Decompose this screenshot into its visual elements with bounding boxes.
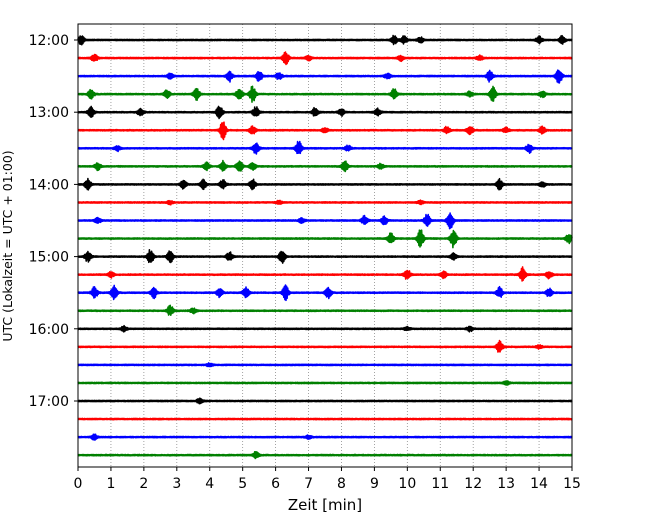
seismic-trace: [77, 380, 573, 386]
seismic-trace: [77, 177, 573, 191]
y-tick-label: 17:00: [29, 394, 69, 410]
seismic-trace: [77, 249, 573, 264]
x-tick-label: 13: [497, 476, 515, 492]
seismic-trace: [77, 304, 573, 316]
x-tick-label: 11: [431, 476, 449, 492]
seismic-trace: [77, 34, 573, 46]
seismic-trace: [77, 417, 573, 421]
seismic-trace: [77, 339, 573, 353]
seismic-trace: [77, 229, 573, 249]
y-axis-ticks: 12:00 13:00 14:00 15:00 16:00 17:00: [29, 33, 78, 410]
y-axis-label: UTC (Lokalzeit = UTC + 01:00): [0, 150, 15, 341]
seismic-trace: [77, 69, 573, 84]
x-tick-label: 15: [563, 476, 581, 492]
seismic-trace: [77, 212, 573, 230]
x-tick-label: 12: [464, 476, 482, 492]
x-tick-label: 7: [304, 476, 313, 492]
y-tick-label: 14:00: [29, 177, 69, 193]
x-axis-ticks: 0 1 2 3 4 5 6 7 8 9 10 11 12 13 14 15: [74, 467, 581, 492]
x-axis-label: Zeit [min]: [288, 496, 362, 514]
y-tick-label: 15:00: [29, 250, 69, 266]
x-tick-label: 0: [74, 476, 83, 492]
x-tick-label: 6: [271, 476, 280, 492]
seismic-trace: [77, 451, 573, 460]
seismic-trace: [77, 284, 573, 302]
seismic-trace: [77, 397, 573, 405]
seismic-trace: [77, 105, 573, 120]
seismic-trace: [77, 121, 573, 141]
seismic-trace: [77, 51, 573, 66]
x-tick-label: 9: [370, 476, 379, 492]
trace-group: [77, 34, 573, 460]
y-tick-label: 13:00: [29, 105, 69, 121]
seismic-trace: [77, 159, 573, 173]
y-tick-label: 12:00: [29, 33, 69, 49]
plot-frame: [77, 23, 573, 468]
seismic-trace: [77, 140, 573, 155]
x-tick-label: 4: [205, 476, 214, 492]
seismic-trace: [77, 266, 573, 282]
x-tick-label: 8: [337, 476, 346, 492]
x-tick-label: 1: [106, 476, 115, 492]
x-tick-label: 2: [139, 476, 148, 492]
seismic-trace: [77, 199, 573, 206]
y-tick-label: 16:00: [29, 322, 69, 338]
x-tick-label: 14: [530, 476, 548, 492]
seismic-trace: [77, 362, 573, 368]
seismic-trace: [77, 433, 573, 441]
seismic-trace: [77, 85, 573, 103]
seismic-trace: [77, 324, 573, 333]
x-tick-label: 5: [238, 476, 247, 492]
x-tick-label: 10: [398, 476, 416, 492]
x-tick-label: 3: [172, 476, 181, 492]
